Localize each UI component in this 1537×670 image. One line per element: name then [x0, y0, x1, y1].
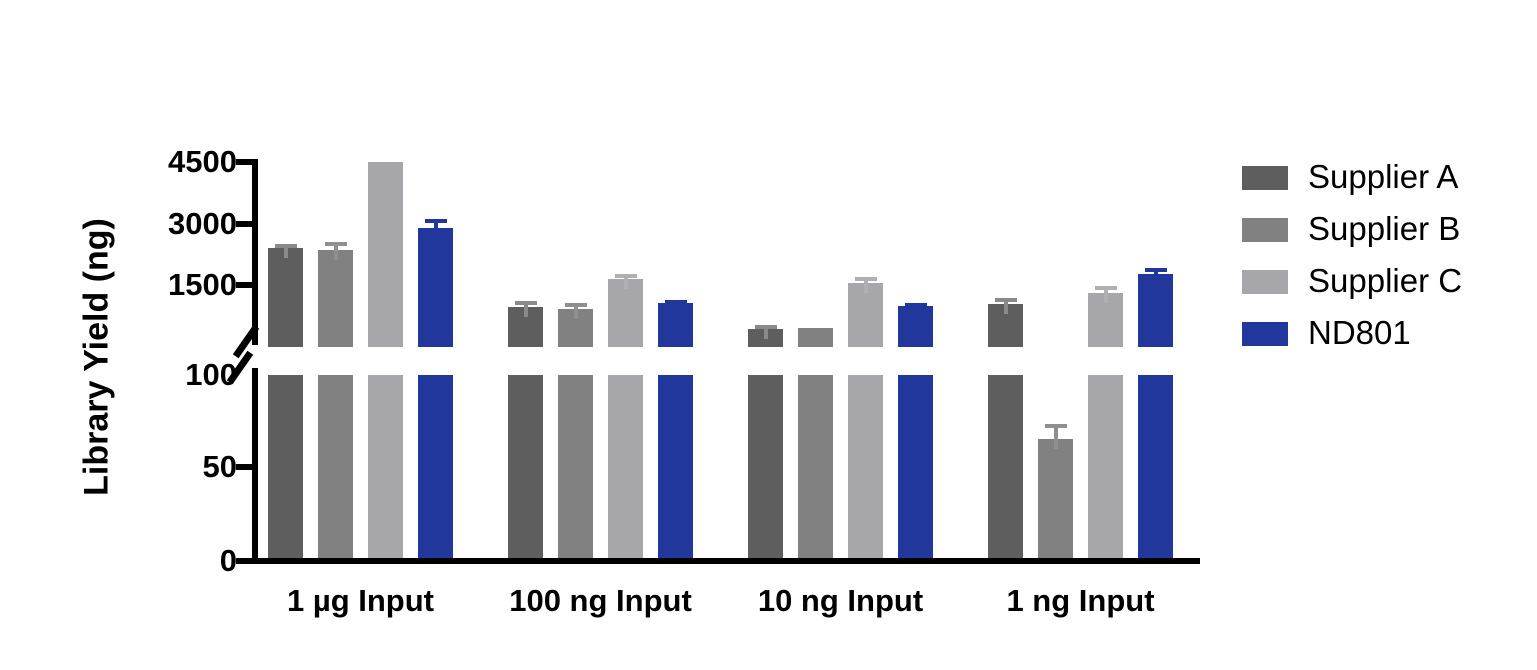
error-bar-stem-bar-supplier-a-1-ng-input — [1003, 300, 1008, 314]
bar-supplier-a-1-g-input-lower — [268, 375, 303, 558]
bar-nd801-1-g-input-upper — [418, 228, 453, 347]
legend-label-nd801: ND801 — [1308, 314, 1411, 351]
error-bar-stem-bar-supplier-a-1-g-input — [283, 245, 288, 259]
y-tick-label-100: 100 — [185, 357, 237, 392]
y-axis-lower-segment-line — [252, 368, 258, 564]
bar-supplier-c-1-g-input-upper — [368, 162, 403, 347]
y-tick-label-50: 50 — [202, 448, 237, 484]
x-category-label-100-ng-input: 100 ng Input — [509, 583, 692, 618]
bar-nd801-10-ng-input-lower — [898, 375, 933, 558]
legend-swatch-supplier-b — [1242, 218, 1288, 242]
legend-swatch-supplier-a — [1242, 166, 1288, 190]
error-bar-cap-bar-supplier-b-1-ng-input — [1044, 424, 1067, 429]
error-bar-stem-bar-supplier-b-1-ng-input — [1053, 426, 1058, 450]
y-tick-4500 — [236, 159, 252, 165]
bar-supplier-c-1-g-input-lower — [368, 375, 403, 558]
y-tick-label-0: 0 — [219, 543, 237, 578]
bar-supplier-a-1-g-input-upper — [268, 248, 303, 347]
error-bar-stem-bar-nd801-10-ng-input — [913, 305, 918, 317]
error-bar-cap-bar-nd801-10-ng-input — [904, 303, 927, 308]
error-bar-cap-bar-supplier-c-10-ng-input — [854, 277, 877, 282]
y-tick-label-1500: 1500 — [168, 267, 237, 302]
error-bar-stem-bar-nd801-1-g-input — [433, 221, 438, 239]
legend-label-supplier-a: Supplier A — [1308, 158, 1459, 195]
error-bar-cap-bar-supplier-c-100-ng-input — [614, 273, 637, 278]
bar-nd801-100-ng-input-lower — [658, 375, 693, 558]
error-bar-stem-bar-nd801-1-ng-input — [1153, 270, 1158, 284]
error-bar-stem-bar-nd801-100-ng-input — [673, 302, 678, 314]
legend-label-supplier-b: Supplier B — [1308, 210, 1461, 247]
error-bar-stem-bar-supplier-a-100-ng-input — [523, 302, 528, 318]
error-bar-cap-bar-nd801-1-g-input — [424, 219, 447, 224]
bar-nd801-1-g-input-lower — [418, 375, 453, 558]
bar-supplier-b-10-ng-input-upper — [798, 328, 833, 347]
error-bar-stem-bar-supplier-b-100-ng-input — [573, 305, 578, 319]
error-bar-cap-bar-nd801-100-ng-input — [664, 300, 687, 304]
bar-supplier-c-10-ng-input-lower — [848, 375, 883, 558]
y-tick-1500 — [236, 282, 252, 288]
error-bar-stem-bar-supplier-c-1-ng-input — [1103, 288, 1108, 304]
bar-supplier-c-1-ng-input-lower — [1088, 375, 1123, 558]
bar-supplier-b-1-g-input-lower — [318, 375, 353, 558]
error-bar-cap-bar-supplier-a-1-ng-input — [994, 298, 1017, 303]
bar-supplier-c-10-ng-input-upper — [848, 282, 883, 347]
bar-supplier-c-100-ng-input-upper — [608, 278, 643, 347]
y-tick-label-4500: 4500 — [168, 144, 237, 179]
bar-supplier-b-100-ng-input-lower — [558, 375, 593, 558]
error-bar-cap-bar-supplier-a-100-ng-input — [514, 300, 537, 305]
error-bar-cap-bar-supplier-a-1-g-input — [274, 243, 297, 248]
bar-nd801-1-ng-input-lower — [1138, 375, 1173, 558]
legend-label-supplier-c: Supplier C — [1308, 262, 1463, 299]
error-bar-cap-bar-supplier-a-10-ng-input — [754, 325, 777, 330]
bar-supplier-b-1-ng-input-lower — [1038, 439, 1073, 558]
bar-supplier-a-10-ng-input-lower — [748, 375, 783, 558]
y-tick-50 — [236, 463, 252, 470]
bar-supplier-a-1-ng-input-lower — [988, 375, 1023, 558]
bar-nd801-1-ng-input-upper — [1138, 273, 1173, 347]
error-bar-cap-bar-nd801-1-ng-input — [1144, 268, 1167, 273]
bar-supplier-b-10-ng-input-lower — [798, 375, 833, 558]
error-bar-stem-bar-supplier-c-10-ng-input — [863, 279, 868, 293]
error-bar-stem-bar-supplier-a-10-ng-input — [763, 327, 768, 339]
bar-supplier-c-100-ng-input-lower — [608, 375, 643, 558]
y-tick-0 — [236, 558, 252, 564]
error-bar-stem-bar-supplier-b-1-g-input — [333, 243, 338, 260]
error-bar-cap-bar-supplier-b-1-g-input — [324, 241, 347, 246]
x-axis-line — [252, 558, 1200, 564]
legend-swatch-supplier-c — [1242, 270, 1288, 294]
x-category-label-1-g-input: 1 µg Input — [286, 583, 435, 618]
error-bar-cap-bar-supplier-b-100-ng-input — [564, 303, 587, 308]
bar-supplier-b-1-g-input-upper — [318, 249, 353, 347]
x-category-label-1-ng-input: 1 ng Input — [1006, 583, 1155, 618]
y-tick-3000 — [236, 220, 252, 227]
error-bar-cap-bar-supplier-c-1-ng-input — [1094, 286, 1117, 291]
error-bar-stem-bar-supplier-c-100-ng-input — [623, 275, 628, 289]
legend-swatch-nd801 — [1242, 322, 1288, 346]
y-tick-label-3000: 3000 — [168, 205, 237, 241]
y-axis-upper-segment-line — [252, 159, 258, 345]
x-category-label-10-ng-input: 10 ng Input — [757, 583, 924, 618]
bar-supplier-a-100-ng-input-lower — [508, 375, 543, 558]
